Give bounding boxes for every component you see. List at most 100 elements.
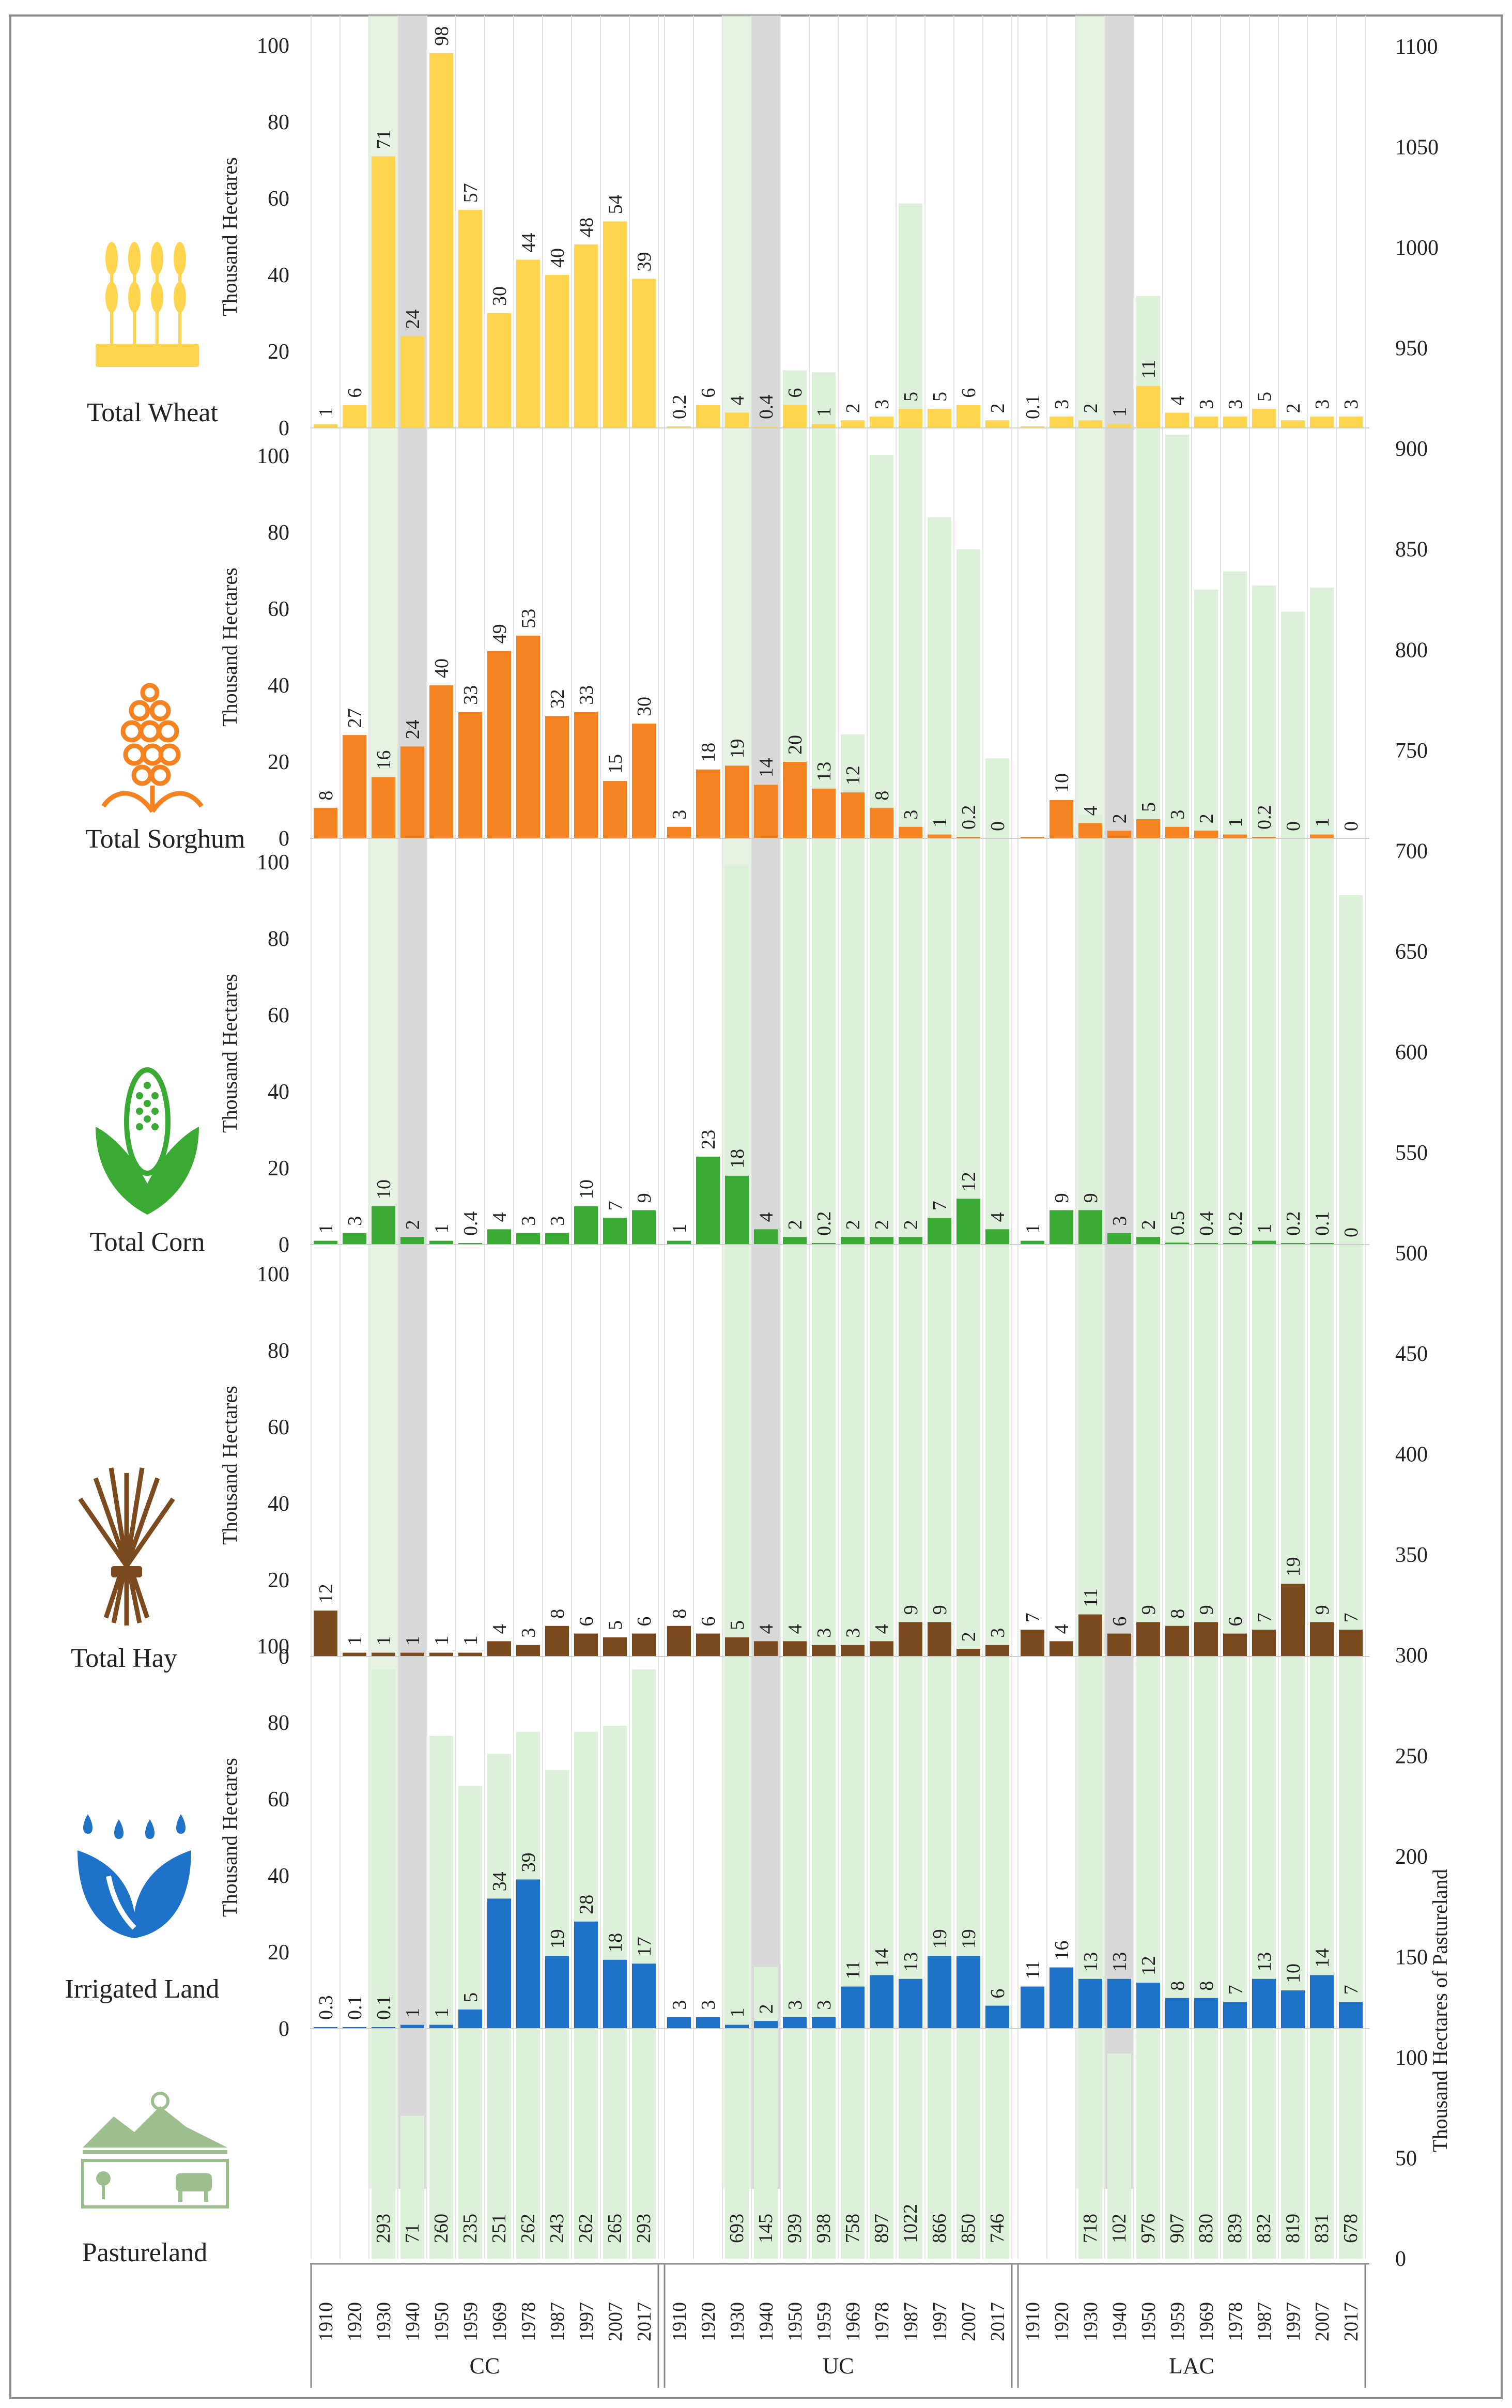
irrigated-left-tick-40: 40 (268, 1864, 289, 1888)
hay-label-lac-1930: 11 (1080, 1588, 1102, 1607)
irrigated-bar-lac-1910 (1021, 1986, 1044, 2029)
wheat-label-lac-1930: 2 (1080, 403, 1102, 413)
corn-bar-cc-1930 (372, 1206, 395, 1245)
hay-bar-cc-2007 (603, 1637, 627, 1657)
irrigated-bar-uc-1910 (667, 2017, 691, 2029)
hay-label-lac-1969: 9 (1196, 1605, 1217, 1615)
hay-bar-cc-1920 (343, 1652, 366, 1657)
hay-bar-cc-1940 (400, 1652, 424, 1657)
sorghum-label-cc-1959: 33 (460, 685, 482, 705)
irrigated-bar-cc-1969 (487, 1898, 511, 2029)
irrigated-label-uc-1910: 3 (669, 2000, 690, 2010)
hay-bar-lac-1997 (1281, 1584, 1305, 1657)
year-tick-cc-1987: 1987 (547, 2302, 568, 2341)
pasture-bar-lac-1959 (1165, 434, 1189, 2259)
hay-label-lac-1997: 19 (1283, 1557, 1304, 1576)
right-tick-250: 250 (1395, 1744, 1428, 1768)
corn-bar-cc-1978 (516, 1233, 540, 1245)
irrigated-label-lac-1950: 12 (1138, 1956, 1160, 1975)
corn-bar-uc-1920 (696, 1156, 720, 1245)
hay-bar-uc-1930 (725, 1637, 749, 1657)
corn-left-tick-20: 20 (268, 1157, 289, 1180)
irrigated-label-cc-2007: 18 (605, 1933, 626, 1953)
year-tick-uc-1969: 1969 (842, 2302, 864, 2341)
sorghum-label-uc-1910: 3 (669, 810, 690, 820)
pasture-label-lac-2007: 831 (1311, 2214, 1333, 2243)
wheat-bar-lac-1978 (1223, 416, 1247, 428)
irrigated-label-cc-1997: 28 (576, 1895, 597, 1914)
sorghum-left-tick-0: 0 (279, 827, 289, 851)
right-tick-800: 800 (1395, 638, 1428, 662)
pasture-label-uc-1987: 1022 (900, 2204, 921, 2243)
year-tick-uc-1950: 1950 (784, 2302, 806, 2341)
wheat-bar-uc-2007 (956, 405, 980, 428)
sorghum-bar-cc-1950 (429, 685, 453, 838)
irrigated-left-tick-60: 60 (268, 1788, 289, 1812)
corn-label-uc-1987: 2 (900, 1220, 922, 1230)
irrigated-bar-lac-1920 (1050, 1967, 1073, 2029)
irrigated-bar-cc-1987 (545, 1956, 569, 2029)
hay-bar-uc-1910 (667, 1625, 691, 1657)
irrigated-bar-lac-1978 (1223, 2002, 1247, 2029)
corn-label-uc-1920: 23 (698, 1130, 719, 1149)
pasture-label-uc-1950: 939 (784, 2214, 806, 2243)
year-tick-lac-2017: 2017 (1340, 2302, 1362, 2341)
panel-name-irrigated: Irrigated Land (65, 1974, 220, 2004)
wheat-bar-cc-1910 (314, 424, 337, 428)
irrigated-label-lac-1997: 10 (1283, 1964, 1304, 1983)
sorghum-left-tick-80: 80 (268, 521, 289, 545)
corn-label-lac-1997: 0.2 (1283, 1211, 1304, 1236)
sorghum-bar-uc-1959 (812, 788, 836, 838)
right-tick-50: 50 (1395, 2146, 1417, 2170)
sorghum-bar-uc-1910 (667, 826, 691, 838)
hay-bar-cc-1959 (458, 1652, 482, 1657)
wheat-bar-lac-1910 (1021, 426, 1044, 428)
hay-bar-uc-2017 (985, 1645, 1009, 1657)
wheat-label-cc-1930: 71 (373, 130, 395, 149)
hay-bar-uc-1959 (812, 1645, 836, 1657)
pasture-bar-cc-1950 (429, 1736, 453, 2259)
x-axis: 1910 1920 1930 1940 1950 1959 1969 1978 1987 1997… (310, 2263, 1369, 2388)
year-tick-lac-1997: 1997 (1283, 2302, 1304, 2341)
irrigated-label-lac-1978: 7 (1225, 1985, 1246, 1995)
wheat-bar-uc-1997 (928, 409, 951, 428)
irrigated-bar-uc-1940 (754, 2021, 778, 2029)
corn-left-tick-0: 0 (279, 1233, 289, 1257)
hay-label-uc-1940: 4 (755, 1624, 777, 1634)
corn-label-cc-1950: 1 (431, 1224, 453, 1234)
corn-label-lac-1959: 0.5 (1167, 1211, 1189, 1236)
year-tick-uc-1940: 1940 (755, 2302, 777, 2341)
sorghum-label-lac-2017: 0 (1340, 821, 1362, 831)
pasture-label-uc-1969: 758 (842, 2214, 863, 2243)
corn-bar-uc-1969 (841, 1237, 865, 1245)
year-tick-uc-2017: 2017 (987, 2302, 1009, 2341)
irrigated-bar-lac-2007 (1310, 1975, 1334, 2029)
wheat-left-tick-100: 100 (257, 34, 289, 58)
irrigated-label-cc-1987: 19 (547, 1929, 568, 1949)
wheat-label-cc-1950: 98 (431, 26, 453, 46)
corn-label-lac-1969: 0.4 (1196, 1211, 1217, 1236)
hay-label-cc-1978: 3 (518, 1628, 539, 1638)
hay-label-uc-1987: 9 (900, 1605, 922, 1615)
irrigated-bar-lac-1997 (1281, 1990, 1305, 2029)
hay-bar-cc-1987 (545, 1625, 569, 1657)
sorghum-label-uc-1978: 8 (871, 791, 893, 801)
corn-bar-cc-1950 (429, 1240, 453, 1245)
corn-label-cc-1978: 3 (518, 1216, 539, 1226)
sorghum-label-lac-1987: 0.2 (1254, 805, 1275, 830)
sorghum-icon (101, 683, 204, 813)
pasture-label-uc-1930: 693 (726, 2214, 748, 2243)
hay-label-lac-1959: 8 (1167, 1609, 1189, 1619)
hay-label-cc-1940: 1 (402, 1636, 424, 1646)
sorghum-left-tick-60: 60 (268, 597, 289, 621)
wheat-label-cc-1940: 24 (402, 309, 424, 329)
pasture-label-uc-1978: 897 (871, 2214, 892, 2243)
corn-label-cc-1987: 3 (547, 1216, 568, 1226)
column-separators (311, 16, 1366, 2259)
hay-label-cc-2007: 5 (605, 1620, 626, 1630)
irrigated-label-cc-1930: 0.1 (373, 1996, 395, 2020)
corn-bar-cc-2017 (632, 1210, 656, 1245)
sorghum-label-lac-1978: 1 (1225, 818, 1246, 827)
hay-label-lac-2017: 7 (1340, 1613, 1362, 1622)
sorghum-label-cc-1940: 24 (402, 719, 424, 739)
